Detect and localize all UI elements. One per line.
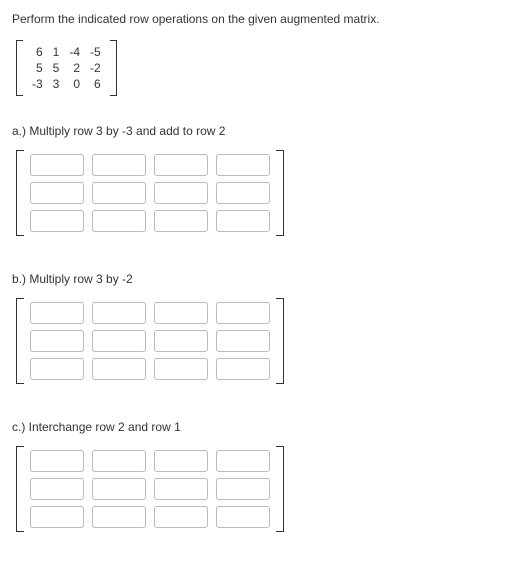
answer-cell[interactable] bbox=[154, 182, 208, 204]
matrix-row: 6 1 -4 -5 bbox=[27, 44, 106, 60]
matrix-cell: 5 bbox=[27, 60, 48, 76]
part-c-label: c.) Interchange row 2 and row 1 bbox=[12, 420, 496, 434]
answer-cell[interactable] bbox=[154, 330, 208, 352]
matrix-cell: -5 bbox=[85, 44, 106, 60]
answer-cell[interactable] bbox=[216, 302, 270, 324]
input-grid-c bbox=[24, 446, 276, 532]
bracket-left bbox=[16, 150, 24, 236]
bracket-left bbox=[16, 298, 24, 384]
answer-cell[interactable] bbox=[92, 302, 146, 324]
answer-cell[interactable] bbox=[154, 358, 208, 380]
answer-cell[interactable] bbox=[92, 154, 146, 176]
bracket-right bbox=[276, 298, 284, 384]
answer-cell[interactable] bbox=[30, 478, 84, 500]
input-grid-a bbox=[24, 150, 276, 236]
answer-cell[interactable] bbox=[216, 154, 270, 176]
answer-cell[interactable] bbox=[92, 210, 146, 232]
bracket-right bbox=[276, 150, 284, 236]
answer-cell[interactable] bbox=[30, 506, 84, 528]
answer-cell[interactable] bbox=[30, 210, 84, 232]
answer-cell[interactable] bbox=[154, 302, 208, 324]
given-matrix: 6 1 -4 -5 5 5 2 -2 -3 3 0 6 bbox=[16, 40, 117, 96]
answer-cell[interactable] bbox=[30, 358, 84, 380]
answer-matrix-b bbox=[16, 298, 284, 384]
answer-cell[interactable] bbox=[92, 506, 146, 528]
part-c: c.) Interchange row 2 and row 1 bbox=[12, 420, 496, 554]
instruction-text: Perform the indicated row operations on … bbox=[12, 12, 496, 26]
matrix-cell: -3 bbox=[27, 76, 48, 92]
matrix-left-bracket bbox=[16, 40, 23, 96]
answer-cell[interactable] bbox=[216, 330, 270, 352]
matrix-cell: 6 bbox=[27, 44, 48, 60]
matrix-cell: 1 bbox=[48, 44, 65, 60]
answer-cell[interactable] bbox=[154, 506, 208, 528]
answer-cell[interactable] bbox=[92, 478, 146, 500]
answer-cell[interactable] bbox=[216, 506, 270, 528]
bracket-right bbox=[276, 446, 284, 532]
matrix-cell: 5 bbox=[48, 60, 65, 76]
answer-cell[interactable] bbox=[30, 154, 84, 176]
answer-cell[interactable] bbox=[154, 450, 208, 472]
matrix-cell: 2 bbox=[64, 60, 85, 76]
answer-cell[interactable] bbox=[154, 210, 208, 232]
matrix-cell: 3 bbox=[48, 76, 65, 92]
matrix-row: 5 5 2 -2 bbox=[27, 60, 106, 76]
matrix-right-bracket bbox=[110, 40, 117, 96]
matrix-cell: -2 bbox=[85, 60, 106, 76]
answer-cell[interactable] bbox=[92, 450, 146, 472]
answer-cell[interactable] bbox=[30, 182, 84, 204]
answer-cell[interactable] bbox=[154, 478, 208, 500]
input-grid-b bbox=[24, 298, 276, 384]
matrix-cell: 0 bbox=[64, 76, 85, 92]
answer-cell[interactable] bbox=[216, 478, 270, 500]
answer-cell[interactable] bbox=[154, 154, 208, 176]
matrix-body: 6 1 -4 -5 5 5 2 -2 -3 3 0 6 bbox=[27, 44, 106, 92]
matrix-cell: -4 bbox=[64, 44, 85, 60]
answer-cell[interactable] bbox=[216, 210, 270, 232]
part-b: b.) Multiply row 3 by -2 bbox=[12, 272, 496, 406]
answer-cell[interactable] bbox=[30, 450, 84, 472]
matrix-cell: 6 bbox=[85, 76, 106, 92]
answer-cell[interactable] bbox=[92, 358, 146, 380]
answer-cell[interactable] bbox=[92, 330, 146, 352]
answer-cell[interactable] bbox=[216, 358, 270, 380]
answer-cell[interactable] bbox=[30, 330, 84, 352]
bracket-left bbox=[16, 446, 24, 532]
matrix-row: -3 3 0 6 bbox=[27, 76, 106, 92]
answer-cell[interactable] bbox=[216, 450, 270, 472]
part-a-label: a.) Multiply row 3 by -3 and add to row … bbox=[12, 124, 496, 138]
part-a: a.) Multiply row 3 by -3 and add to row … bbox=[12, 124, 496, 258]
part-b-label: b.) Multiply row 3 by -2 bbox=[12, 272, 496, 286]
answer-matrix-c bbox=[16, 446, 284, 532]
answer-cell[interactable] bbox=[92, 182, 146, 204]
answer-cell[interactable] bbox=[30, 302, 84, 324]
answer-cell[interactable] bbox=[216, 182, 270, 204]
answer-matrix-a bbox=[16, 150, 284, 236]
